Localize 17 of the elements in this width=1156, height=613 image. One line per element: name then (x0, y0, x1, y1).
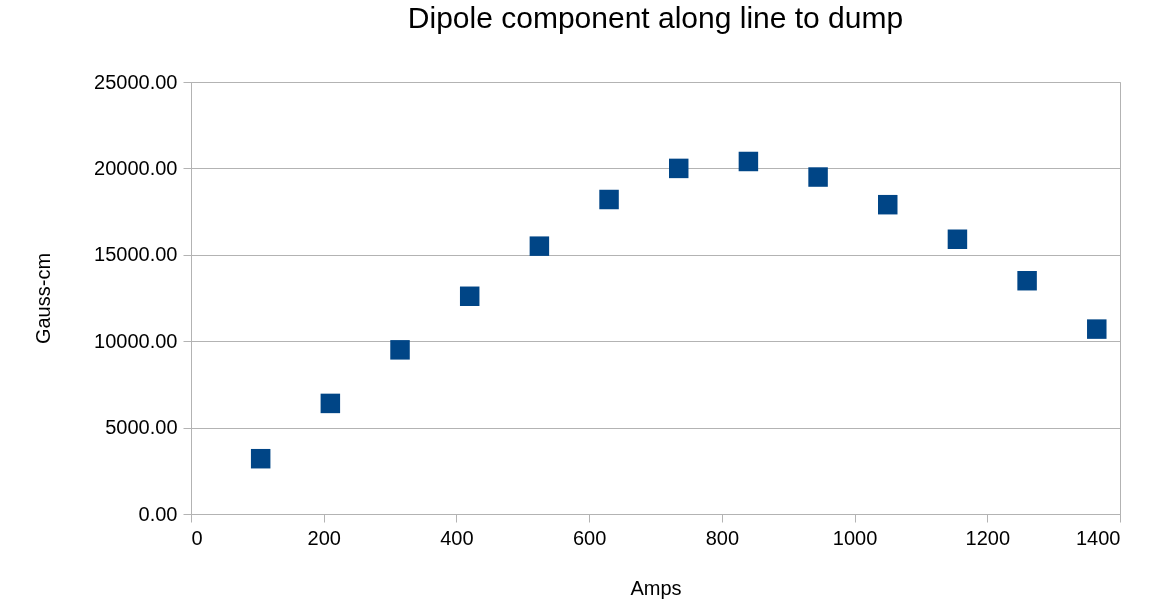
x-axis-title: Amps (630, 576, 682, 599)
x-tick-label: 1000 (832, 526, 878, 549)
y-tick-label: 5000.00 (105, 416, 178, 439)
y-tick-label: 25000.00 (94, 70, 178, 93)
y-tick-label: 15000.00 (94, 243, 178, 266)
x-tick-label: 1200 (965, 526, 1011, 549)
y-tick-label: 20000.00 (94, 156, 178, 179)
x-tick-label: 200 (307, 526, 341, 549)
x-tick-label: 600 (572, 526, 607, 549)
y-axis-title: Gauss-cm (32, 252, 55, 345)
chart-title: Dipole component along line to dump (407, 1, 904, 34)
x-tick-label: 800 (705, 526, 740, 549)
x-tick-label: 400 (440, 526, 474, 549)
y-tick-label: 0.00 (138, 502, 178, 525)
x-tick-label: 0 (191, 526, 203, 549)
y-tick-label: 10000.00 (94, 329, 178, 352)
x-tick-label: 1400 (1076, 526, 1121, 549)
